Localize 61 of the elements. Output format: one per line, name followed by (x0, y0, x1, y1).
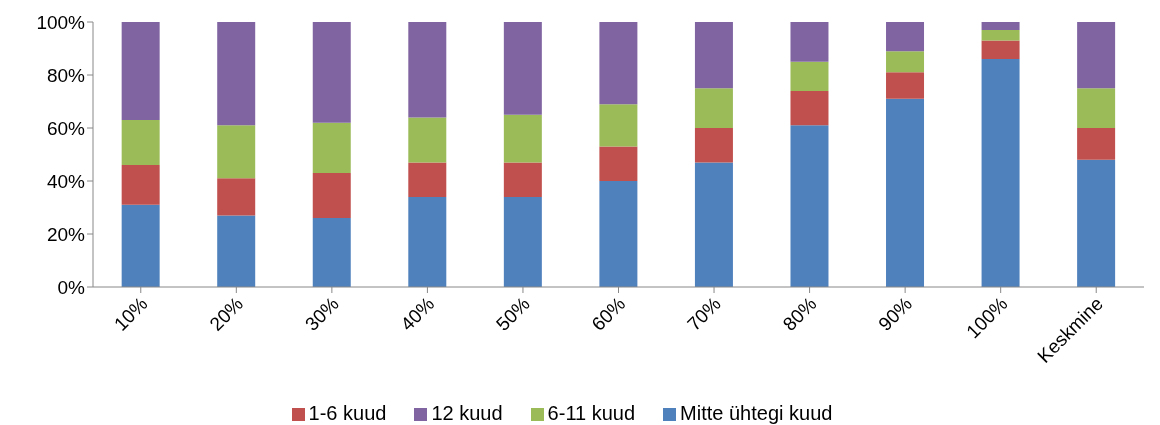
bar (1077, 88, 1116, 128)
x-tick-label: 30% (300, 292, 343, 335)
x-tick-label: 50% (492, 292, 534, 335)
bar (121, 165, 160, 205)
bar (886, 72, 925, 99)
bar (599, 22, 638, 105)
bar (981, 40, 1020, 60)
bar (694, 162, 733, 287)
bar (217, 178, 256, 216)
y-tick-label: 40% (46, 170, 86, 192)
bar (503, 22, 542, 115)
legend-label: Mitte ühtegi kuud (680, 402, 833, 424)
bar (408, 117, 447, 163)
bar (790, 61, 829, 91)
bar (1077, 22, 1116, 89)
bar (503, 114, 542, 163)
y-tick-label: 80% (46, 64, 86, 86)
x-tick-label: 70% (683, 292, 725, 335)
bar (121, 204, 160, 287)
bar (790, 22, 829, 62)
bar (1077, 159, 1116, 287)
bar (694, 128, 733, 163)
bar (599, 104, 638, 147)
y-tick-label: 0% (57, 276, 86, 298)
bar (694, 88, 733, 128)
legend-label: 1-6 kuud (308, 402, 387, 424)
bar (121, 120, 160, 166)
y-tick-label: 100% (36, 11, 86, 33)
x-tick-label: 90% (874, 292, 917, 335)
bar (694, 22, 733, 89)
bar (503, 162, 542, 197)
bar (217, 125, 256, 179)
bar (408, 22, 447, 118)
bar (790, 125, 829, 287)
bar (886, 98, 925, 287)
y-tick-label: 60% (46, 117, 86, 139)
bar (312, 122, 351, 174)
x-tick-label: 80% (778, 292, 821, 335)
x-tick-label: 60% (587, 292, 630, 335)
bar (886, 22, 925, 52)
bar (599, 146, 638, 181)
bar (408, 196, 447, 287)
bar (217, 22, 256, 126)
bar (790, 90, 829, 126)
bar (312, 218, 351, 287)
bar (312, 22, 351, 123)
legend-label: 12 kuud (431, 402, 503, 424)
bar (217, 215, 256, 287)
bar (981, 22, 1020, 30)
y-tick-label: 20% (46, 223, 86, 245)
bar (121, 22, 160, 121)
bar (503, 196, 542, 287)
x-tick-label: 40% (396, 292, 439, 335)
bar (408, 162, 447, 197)
bar (886, 51, 925, 73)
bar (981, 29, 1020, 41)
bar (599, 181, 638, 287)
bar (1077, 128, 1116, 160)
bar (981, 59, 1020, 287)
bar (312, 173, 351, 219)
legend-label: 6-11 kuud (547, 402, 636, 424)
